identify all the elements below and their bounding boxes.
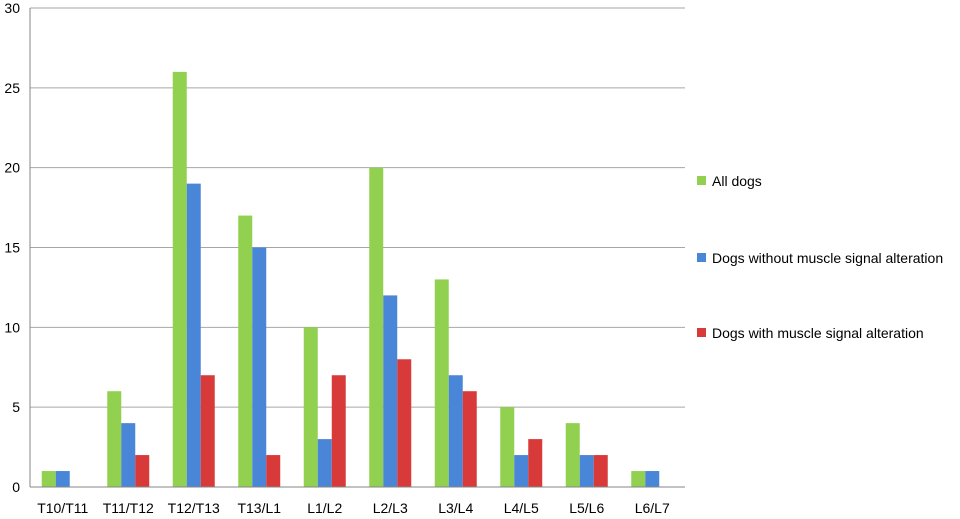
y-tick-label: 15 <box>4 240 20 256</box>
gridlines <box>30 7 685 408</box>
y-tick-label: 10 <box>4 319 20 335</box>
bar <box>252 247 267 487</box>
bar <box>121 423 136 487</box>
legend: All dogs Dogs without muscle signal alter… <box>697 173 943 341</box>
x-tick-labels: T10/T11 T11/T12 T12/T13 T13/L1 L1/L2 L2/L3 L3/… <box>37 500 670 516</box>
legend-swatch <box>697 176 706 185</box>
x-tick-label: T10/T11 <box>37 500 88 516</box>
bars <box>41 71 660 488</box>
bar <box>331 375 346 487</box>
y-tick-label: 20 <box>4 160 20 176</box>
bar <box>434 279 449 487</box>
legend-swatch <box>697 253 706 262</box>
x-tick-label: L4/L5 <box>504 500 539 516</box>
bar <box>631 471 646 487</box>
bar <box>186 183 201 487</box>
bar <box>528 439 543 487</box>
legend-label: Dogs with muscle signal alteration <box>712 325 924 341</box>
bar <box>55 471 70 487</box>
x-tick-label: T12/T13 <box>168 500 220 516</box>
bar <box>462 391 477 487</box>
x-tick-label: L5/L6 <box>569 500 604 516</box>
x-tick-label: L2/L3 <box>373 500 408 516</box>
x-tick-label: T13/L1 <box>237 500 281 516</box>
bar <box>266 455 281 487</box>
bar <box>397 359 412 487</box>
bar <box>514 455 529 487</box>
x-tick-label: T11/T12 <box>103 500 154 516</box>
legend-swatch <box>697 328 706 337</box>
x-tick-label: L3/L4 <box>438 500 473 516</box>
legend-label: All dogs <box>712 173 762 189</box>
legend-label: Dogs without muscle signal alteration <box>712 250 943 266</box>
bar <box>645 471 660 487</box>
bar <box>579 455 594 487</box>
bar <box>369 167 384 487</box>
bar <box>448 375 463 487</box>
bar <box>593 455 608 487</box>
x-tick-label: L1/L2 <box>307 500 342 516</box>
bar <box>317 439 332 487</box>
bar <box>200 375 215 487</box>
y-tick-label: 25 <box>4 80 20 96</box>
y-tick-label: 0 <box>12 479 20 495</box>
bar <box>303 327 318 487</box>
bar <box>135 455 150 487</box>
bar <box>172 71 187 487</box>
y-tick-labels: 0 5 10 15 20 25 30 <box>4 0 20 495</box>
bar <box>238 215 253 488</box>
x-tick-label: L6/L7 <box>635 500 670 516</box>
bar <box>383 295 398 487</box>
y-tick-label: 30 <box>4 0 20 16</box>
y-tick-label: 5 <box>12 399 20 415</box>
bar <box>565 423 580 487</box>
bar <box>107 391 122 487</box>
bar <box>500 407 515 487</box>
bar <box>41 471 56 487</box>
